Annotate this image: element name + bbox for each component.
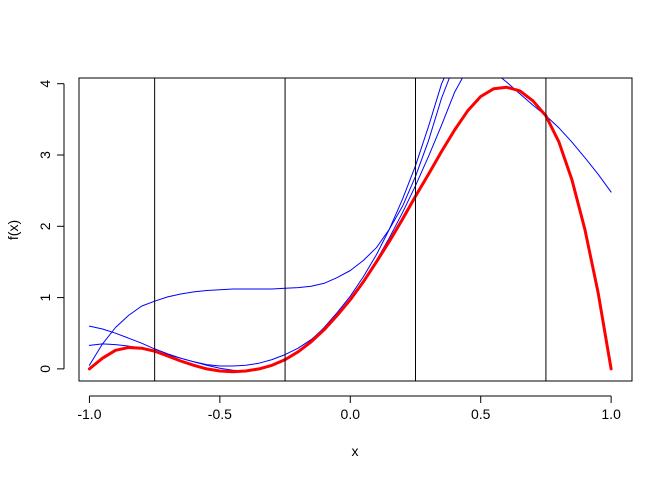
x-tick-label: 0.0 <box>341 406 361 422</box>
approximation-curve <box>88 78 450 366</box>
y-tick-label: 1 <box>37 293 53 301</box>
y-tick-label: 4 <box>37 80 53 88</box>
y-tick-label: 3 <box>37 151 53 159</box>
vertical-lines-layer <box>154 78 547 381</box>
x-tick-label: -0.5 <box>208 406 232 422</box>
x-axis: -1.0 -0.5 0.0 0.5 1.0 <box>77 395 621 422</box>
x-axis-label: x <box>352 443 359 459</box>
approximation-curve <box>88 78 445 372</box>
y-tick-label: 0 <box>37 365 53 373</box>
y-tick-label: 2 <box>37 222 53 230</box>
x-tick-label: 1.0 <box>601 406 621 422</box>
y-axis: 0 1 2 3 4 <box>37 80 65 373</box>
function-curve <box>87 85 613 374</box>
plot-frame <box>78 77 633 382</box>
x-tick-label: 0.5 <box>471 406 491 422</box>
y-axis-label: f(x) <box>5 220 21 240</box>
curves-layer <box>87 78 613 374</box>
x-tick-label: -1.0 <box>77 406 101 422</box>
approximation-curve <box>88 78 463 367</box>
